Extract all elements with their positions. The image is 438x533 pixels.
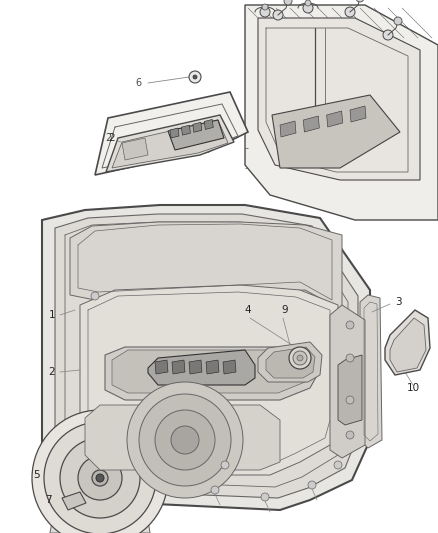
Circle shape bbox=[96, 474, 104, 482]
Circle shape bbox=[305, 0, 311, 6]
Circle shape bbox=[293, 351, 307, 365]
Circle shape bbox=[261, 493, 269, 501]
Circle shape bbox=[221, 461, 229, 469]
Circle shape bbox=[303, 3, 313, 13]
Polygon shape bbox=[95, 92, 248, 175]
Polygon shape bbox=[172, 360, 185, 374]
Circle shape bbox=[189, 71, 201, 83]
Circle shape bbox=[78, 456, 122, 500]
Text: 5: 5 bbox=[34, 470, 40, 480]
Polygon shape bbox=[327, 111, 343, 127]
Text: 1: 1 bbox=[49, 310, 55, 320]
Circle shape bbox=[44, 422, 156, 533]
Polygon shape bbox=[122, 138, 148, 160]
Circle shape bbox=[139, 394, 231, 486]
Circle shape bbox=[308, 481, 316, 489]
Circle shape bbox=[284, 0, 292, 5]
Text: 2: 2 bbox=[49, 367, 55, 377]
Polygon shape bbox=[245, 5, 438, 220]
Text: 2: 2 bbox=[105, 133, 111, 143]
Polygon shape bbox=[181, 125, 191, 135]
Polygon shape bbox=[338, 355, 362, 425]
Circle shape bbox=[171, 426, 199, 454]
Circle shape bbox=[394, 17, 402, 25]
Circle shape bbox=[383, 30, 393, 40]
Polygon shape bbox=[206, 360, 219, 374]
Polygon shape bbox=[170, 128, 179, 138]
Circle shape bbox=[334, 461, 342, 469]
Polygon shape bbox=[266, 347, 315, 378]
Polygon shape bbox=[70, 222, 342, 310]
Text: 9: 9 bbox=[282, 305, 288, 315]
Circle shape bbox=[273, 10, 283, 20]
Text: 7: 7 bbox=[45, 495, 51, 505]
Polygon shape bbox=[272, 95, 400, 168]
Polygon shape bbox=[360, 295, 382, 448]
Polygon shape bbox=[80, 285, 338, 475]
Polygon shape bbox=[106, 115, 234, 172]
Circle shape bbox=[193, 75, 197, 79]
Circle shape bbox=[32, 410, 168, 533]
Polygon shape bbox=[105, 347, 320, 400]
Polygon shape bbox=[204, 119, 213, 130]
Polygon shape bbox=[258, 342, 322, 382]
Text: 3: 3 bbox=[395, 297, 401, 307]
Circle shape bbox=[297, 355, 303, 361]
Circle shape bbox=[262, 4, 268, 10]
Polygon shape bbox=[85, 405, 280, 470]
Polygon shape bbox=[330, 305, 365, 458]
Text: 2: 2 bbox=[109, 133, 115, 143]
Circle shape bbox=[260, 7, 270, 17]
Circle shape bbox=[346, 431, 354, 439]
Polygon shape bbox=[258, 18, 420, 180]
Polygon shape bbox=[155, 360, 168, 374]
Text: 6: 6 bbox=[135, 78, 141, 88]
Polygon shape bbox=[112, 120, 228, 168]
Polygon shape bbox=[42, 205, 370, 510]
Polygon shape bbox=[168, 120, 224, 150]
Circle shape bbox=[346, 354, 354, 362]
Polygon shape bbox=[62, 492, 86, 510]
Circle shape bbox=[92, 470, 108, 486]
Polygon shape bbox=[148, 350, 255, 385]
Circle shape bbox=[346, 321, 354, 329]
Circle shape bbox=[155, 410, 215, 470]
Polygon shape bbox=[280, 121, 296, 137]
Polygon shape bbox=[112, 350, 312, 393]
Polygon shape bbox=[193, 122, 202, 132]
Circle shape bbox=[60, 438, 140, 518]
Polygon shape bbox=[50, 500, 150, 533]
Polygon shape bbox=[223, 360, 236, 374]
Circle shape bbox=[356, 0, 364, 2]
Polygon shape bbox=[189, 360, 202, 374]
Text: 4: 4 bbox=[245, 305, 251, 315]
Polygon shape bbox=[385, 310, 430, 375]
Text: 10: 10 bbox=[406, 383, 420, 393]
Polygon shape bbox=[350, 106, 366, 122]
Circle shape bbox=[91, 292, 99, 300]
Circle shape bbox=[211, 486, 219, 494]
Circle shape bbox=[289, 347, 311, 369]
Circle shape bbox=[127, 382, 243, 498]
Polygon shape bbox=[304, 116, 319, 132]
Polygon shape bbox=[55, 214, 358, 498]
Polygon shape bbox=[390, 318, 426, 372]
Circle shape bbox=[346, 396, 354, 404]
Circle shape bbox=[345, 7, 355, 17]
